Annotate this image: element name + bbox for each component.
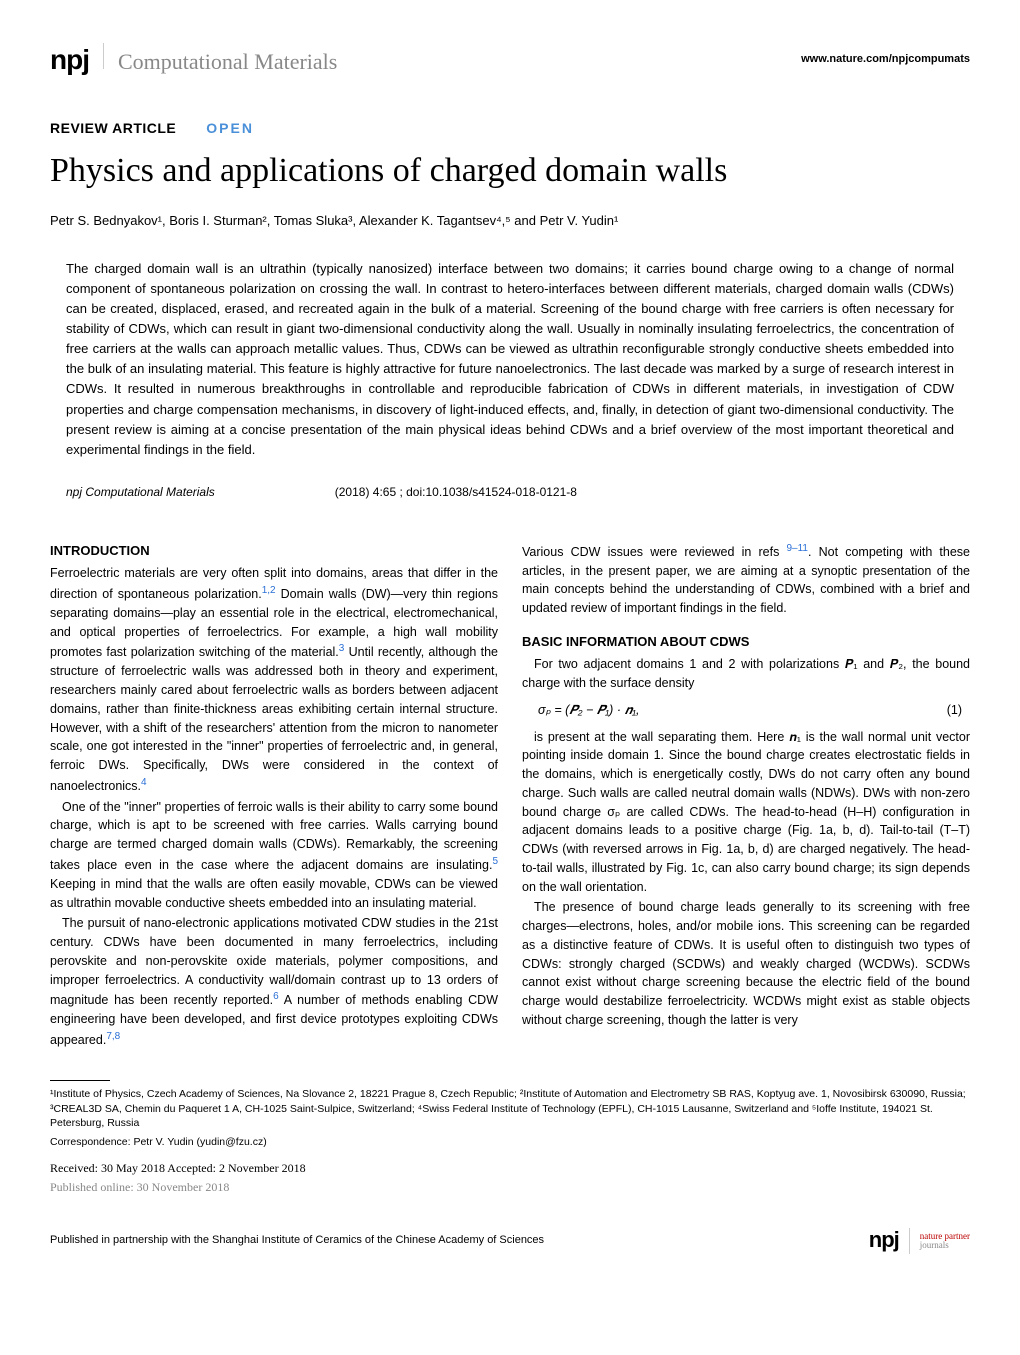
ref-link[interactable]: 1,2	[262, 585, 276, 596]
correspondence: Correspondence: Petr V. Yudin (yudin@fzu…	[50, 1135, 970, 1150]
body-paragraph: One of the "inner" properties of ferroic…	[50, 798, 498, 913]
citation-journal: npj Computational Materials	[66, 484, 215, 501]
body-paragraph: The presence of bound charge leads gener…	[522, 898, 970, 1029]
ref-link[interactable]: 5	[492, 856, 498, 867]
journal-name: Computational Materials	[118, 47, 337, 78]
divider	[103, 43, 104, 69]
journal-brand: npj Computational Materials	[50, 40, 337, 79]
npj-logo: npj	[50, 40, 89, 79]
article-title: Physics and applications of charged doma…	[50, 147, 970, 195]
affiliations: ¹Institute of Physics, Czech Academy of …	[50, 1087, 970, 1131]
body-paragraph: Various CDW issues were reviewed in refs…	[522, 541, 970, 618]
body-paragraph: is present at the wall separating them. …	[522, 728, 970, 897]
website-url: www.nature.com/npjcompumats	[801, 52, 970, 67]
footer-separator	[50, 1080, 110, 1081]
equation: σₚ = (𝑷₂ − 𝑷₁) · 𝒏₁,	[522, 701, 640, 720]
partner-logo: npj nature partner journals	[869, 1225, 970, 1256]
author-list: Petr S. Bednyakov¹, Boris I. Sturman², T…	[50, 212, 970, 230]
received-accepted: Received: 30 May 2018 Accepted: 2 Novemb…	[50, 1160, 970, 1177]
ref-link[interactable]: 4	[141, 777, 147, 788]
section-heading-intro: INTRODUCTION	[50, 541, 498, 561]
abstract: The charged domain wall is an ultrathin …	[66, 259, 954, 460]
ref-link[interactable]: 7,8	[106, 1031, 120, 1042]
divider	[909, 1228, 910, 1254]
section-heading-basic: BASIC INFORMATION ABOUT CDWS	[522, 632, 970, 652]
article-type: REVIEW ARTICLE	[50, 119, 176, 139]
ref-link[interactable]: 9–11	[786, 543, 808, 554]
nature-partner-text: nature partner journals	[920, 1232, 970, 1250]
equation-row: σₚ = (𝑷₂ − 𝑷₁) · 𝒏₁, (1)	[522, 701, 970, 720]
npj-logo-small: npj	[869, 1225, 899, 1256]
equation-number: (1)	[947, 701, 970, 720]
publishing-partner: Published in partnership with the Shangh…	[50, 1233, 544, 1248]
page-header: npj Computational Materials www.nature.c…	[50, 40, 970, 79]
left-column: INTRODUCTION Ferroelectric materials are…	[50, 541, 498, 1052]
right-column: Various CDW issues were reviewed in refs…	[522, 541, 970, 1052]
citation-row: npj Computational Materials (2018) 4:65 …	[66, 484, 954, 501]
body-paragraph: The pursuit of nano-electronic applicati…	[50, 914, 498, 1050]
body-paragraph: Ferroelectric materials are very often s…	[50, 564, 498, 795]
body-paragraph: For two adjacent domains 1 and 2 with po…	[522, 655, 970, 693]
page-footer: Published in partnership with the Shangh…	[50, 1225, 970, 1256]
body-columns: INTRODUCTION Ferroelectric materials are…	[50, 541, 970, 1052]
open-access-badge: OPEN	[206, 119, 254, 139]
citation-info: (2018) 4:65 ; doi:10.1038/s41524-018-012…	[335, 484, 577, 501]
article-type-row: REVIEW ARTICLE OPEN	[50, 119, 970, 139]
published-online: Published online: 30 November 2018	[50, 1179, 970, 1196]
